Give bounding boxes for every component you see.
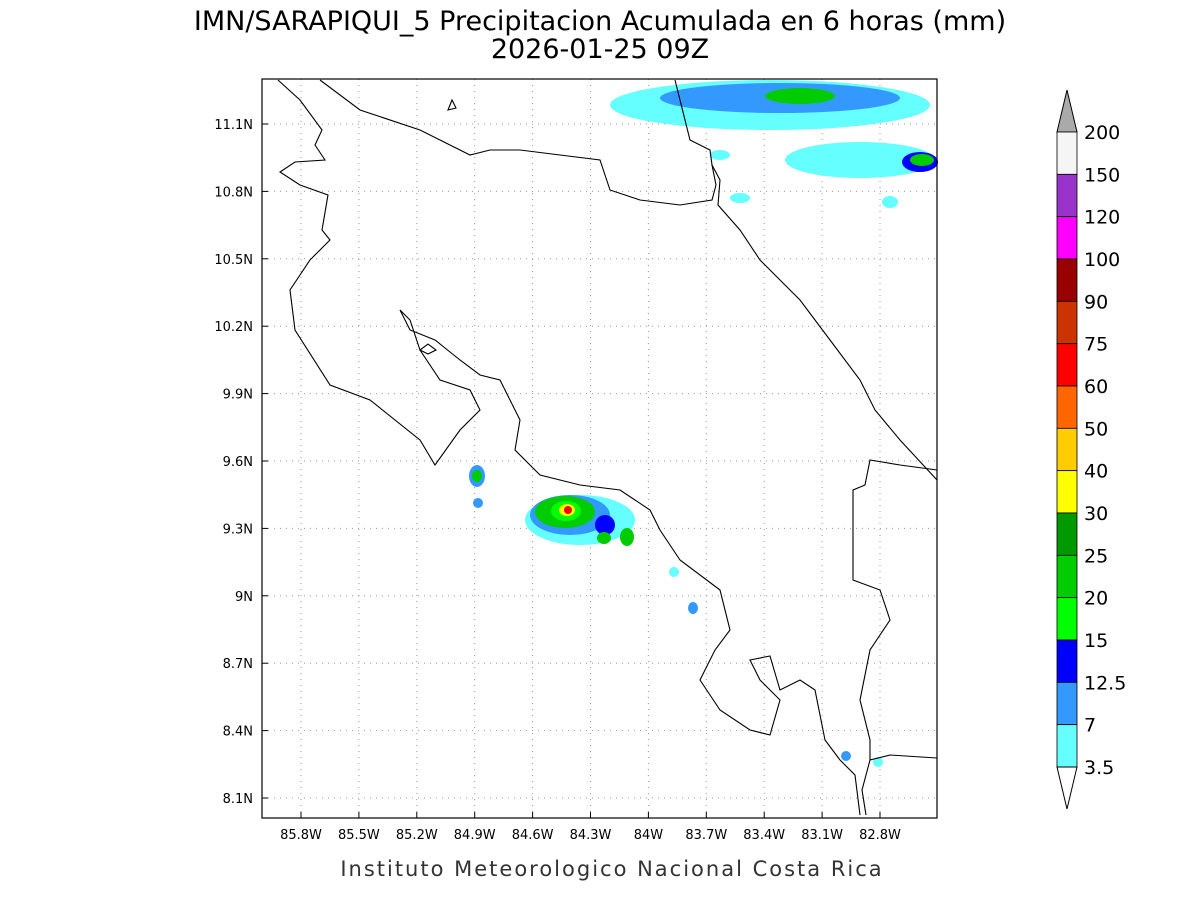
lon-label: 83.7W [685,828,727,843]
footer: Instituto Meteorologico Nacional Costa R… [340,857,883,881]
lon-label: 83.1W [801,828,843,843]
colorbar-label: 7 [1084,715,1096,737]
colorbar-label: 75 [1084,334,1108,356]
lon-label: 84W [634,828,664,843]
lon-label: 84.6W [512,828,554,843]
colorbar-label: 200 [1084,122,1120,144]
colorbar-box [1056,427,1078,472]
lat-label: 10.2N [214,320,253,335]
lon-label: 85.5W [338,828,380,843]
colorbar-over [1056,89,1078,133]
subtitle: 2026-01-25 09Z [491,34,709,65]
grid [262,79,937,818]
lon-label: 84.3W [570,828,612,843]
lon-label: 83.4W [743,828,785,843]
colorbar-label: 40 [1084,461,1108,483]
colorbar-box [1056,639,1078,683]
lat-label: 8.1N [223,792,253,807]
precipitation [469,80,938,767]
lon-label: 85.8W [280,828,322,843]
lat-label: 11.1N [214,118,253,133]
colorbar-box [1056,681,1078,726]
colorbar-label: 90 [1084,291,1108,313]
colorbar-box [1056,216,1078,260]
colorbar-box [1056,554,1078,599]
colorbar-box [1056,343,1078,387]
colorbar-label: 150 [1084,164,1120,186]
colorbar-label: 3.5 [1084,757,1114,779]
colorbar-box [1056,131,1078,175]
lat-label: 10.5N [214,253,253,268]
lat-label: 8.7N [223,657,253,672]
colorbar: 200 150 120 100 90 75 60 50 40 30 25 20 15 12.5 7 3.5 [1056,89,1126,810]
coastline [277,79,938,816]
lon-label: 85.2W [396,828,438,843]
colorbar-box [1056,173,1078,218]
map-frame [261,78,938,819]
colorbar-label: 15 [1084,630,1108,652]
colorbar-box [1056,385,1078,429]
lat-label: 9.9N [223,388,253,403]
colorbar-label: 30 [1084,503,1108,525]
lat-label: 9.6N [223,455,253,470]
lat-label: 10.8N [214,185,253,200]
lon-label: 82.8W [859,828,901,843]
lon-label: 84.9W [454,828,496,843]
colorbar-label: 60 [1084,376,1108,398]
colorbar-label: 12.5 [1084,672,1126,694]
title: IMN/SARAPIQUI_5 Precipitacion Acumulada … [194,6,1006,37]
colorbar-box [1056,724,1078,768]
colorbar-label: 20 [1084,588,1108,610]
colorbar-box [1056,597,1078,641]
colorbar-label: 100 [1084,249,1120,271]
colorbar-label: 50 [1084,418,1108,440]
lat-label: 9.3N [223,522,253,537]
colorbar-label: 120 [1084,207,1120,229]
colorbar-under [1056,766,1078,810]
lat-label: 8.4N [223,725,253,740]
colorbar-box [1056,258,1078,302]
colorbar-label: 25 [1084,545,1108,567]
colorbar-box [1056,512,1078,556]
colorbar-box [1056,300,1078,345]
colorbar-box [1056,470,1078,514]
lat-label: 9N [235,590,253,605]
